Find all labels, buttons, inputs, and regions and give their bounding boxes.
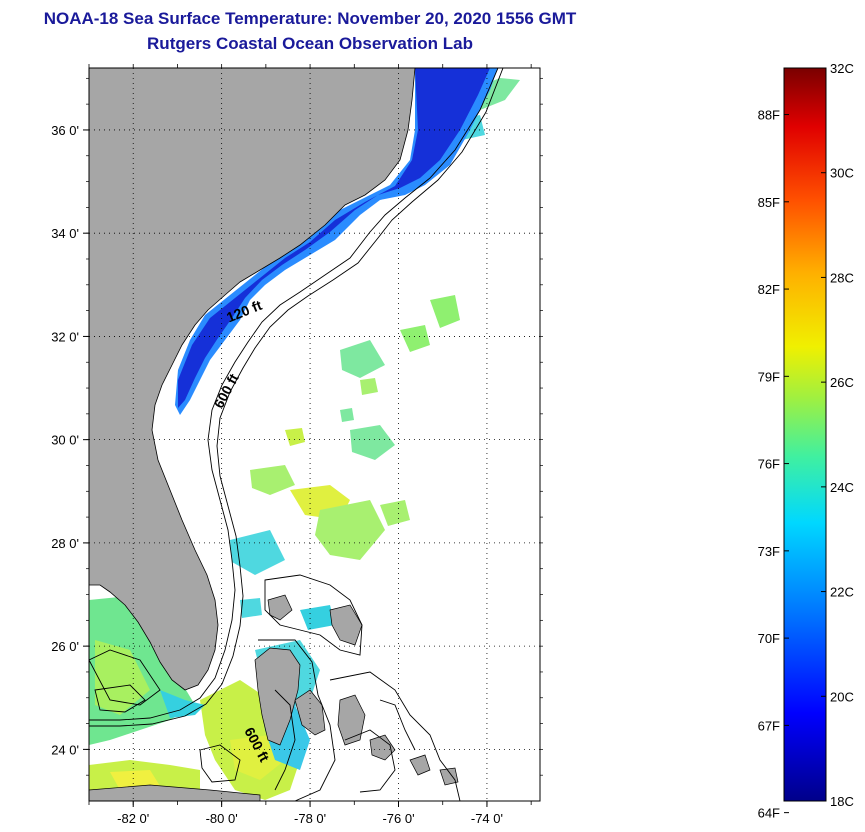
colorbar-celsius-label: 20C bbox=[830, 689, 854, 704]
colorbar-celsius-label: 24C bbox=[830, 480, 854, 495]
map-frame bbox=[88, 67, 541, 802]
lat-tick-label: 26 0' bbox=[51, 639, 79, 654]
map-subtitle: Rutgers Coastal Ocean Observation Lab bbox=[147, 34, 473, 53]
colorbar-ticks bbox=[784, 67, 826, 814]
colorbar-fahrenheit-label: 82F bbox=[758, 282, 780, 297]
lon-tick-label: -78 0' bbox=[294, 811, 326, 826]
lon-tick-label: -74 0' bbox=[471, 811, 503, 826]
colorbar-celsius-label: 22C bbox=[830, 585, 854, 600]
lon-tick-label: -80 0' bbox=[206, 811, 238, 826]
colorbar-fahrenheit-label: 64F bbox=[758, 806, 780, 821]
lat-tick-label: 30 0' bbox=[51, 433, 79, 448]
colorbar-fahrenheit-label: 88F bbox=[758, 108, 780, 123]
colorbar-fahrenheit-labels: 88F 85F 82F 79F 76F 73F 70F 67F 64F bbox=[758, 108, 780, 821]
lon-tick-label: -76 0' bbox=[382, 811, 414, 826]
colorbar-fahrenheit-label: 73F bbox=[758, 544, 780, 559]
map-gridlines bbox=[89, 68, 540, 801]
colorbar-fahrenheit-label: 67F bbox=[758, 718, 780, 733]
colorbar-celsius-label: 28C bbox=[830, 270, 854, 285]
bathymetry-contours bbox=[89, 68, 504, 801]
colorbar-celsius-label: 26C bbox=[830, 375, 854, 390]
lat-tick-label: 34 0' bbox=[51, 226, 79, 241]
colorbar-celsius-labels: 32C 30C 28C 26C 24C 22C 20C 18C bbox=[830, 61, 854, 809]
land bbox=[89, 68, 459, 801]
lat-tick-label: 36 0' bbox=[51, 123, 79, 138]
lat-tick-label: 32 0' bbox=[51, 329, 79, 344]
latitude-labels: 36 0' 34 0' 32 0' 30 0' 28 0' 26 0' 24 0' bbox=[51, 123, 79, 757]
colorbar-celsius-label: 30C bbox=[830, 166, 854, 181]
colorbar-gradient bbox=[783, 67, 827, 802]
lat-tick-label: 28 0' bbox=[51, 536, 79, 551]
longitude-labels: -82 0' -80 0' -78 0' -76 0' -74 0' bbox=[117, 811, 503, 826]
temperature-colorbar: 32C 30C 28C 26C 24C 22C 20C 18C 88F 85F 82F 79F 76F… bbox=[758, 61, 854, 821]
colorbar-fahrenheit-label: 79F bbox=[758, 369, 780, 384]
map-frame-ticks bbox=[83, 64, 543, 807]
colorbar-fahrenheit-label: 85F bbox=[758, 195, 780, 210]
colorbar-fahrenheit-label: 70F bbox=[758, 631, 780, 646]
colorbar-celsius-label: 18C bbox=[830, 794, 854, 809]
lat-tick-label: 24 0' bbox=[51, 742, 79, 757]
lon-tick-label: -82 0' bbox=[117, 811, 149, 826]
colorbar-fahrenheit-label: 76F bbox=[758, 457, 780, 472]
colorbar-celsius-label: 32C bbox=[830, 61, 854, 76]
map-title: NOAA-18 Sea Surface Temperature: Novembe… bbox=[43, 9, 577, 28]
